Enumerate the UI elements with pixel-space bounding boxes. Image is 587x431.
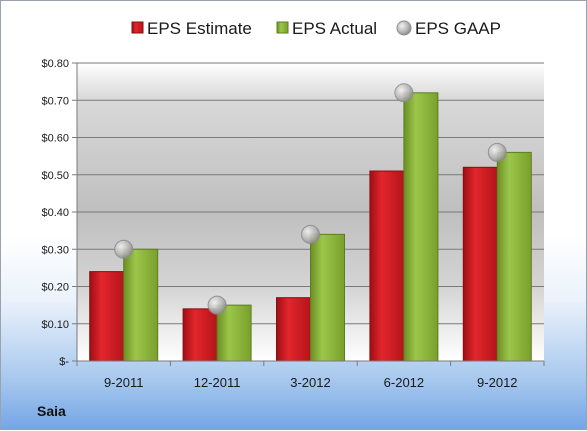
x-tick-label: 6-2012 — [384, 375, 424, 390]
y-tick-label: $0.50 — [41, 170, 69, 182]
marker-eps-gaap — [114, 239, 134, 259]
bars — [89, 92, 532, 362]
bar-eps-estimate — [89, 271, 125, 362]
y-tick-label: $0.70 — [41, 95, 69, 107]
y-tick-label: $0.10 — [41, 319, 69, 331]
x-tick-label: 9-2012 — [477, 375, 517, 390]
company-name: Saia — [37, 403, 66, 419]
y-tick-label: $0.80 — [41, 58, 69, 70]
legend-label-eps-gaap: EPS GAAP — [415, 19, 501, 38]
legend-label-eps-actual: EPS Actual — [292, 19, 377, 38]
y-tick-label: $0.20 — [41, 282, 69, 294]
gaap-markers — [114, 83, 507, 315]
y-tick-label: $- — [59, 356, 69, 368]
bar-eps-actual — [216, 304, 252, 362]
bar-eps-actual — [310, 233, 345, 362]
bar-eps-actual — [123, 248, 159, 362]
y-tick-label: $0.30 — [41, 244, 69, 256]
legend-swatch-eps-actual — [276, 21, 289, 34]
legend-swatch-eps-estimate — [131, 21, 144, 34]
axes: $- $0.10 $0.20 $0.30 $0.40 $0.50 $0.60 $0.70 $0.… — [41, 58, 545, 390]
x-tick-label: 12-2011 — [194, 375, 241, 390]
bar-eps-estimate — [182, 308, 218, 362]
legend-label-eps-estimate: EPS Estimate — [147, 19, 252, 38]
bar-eps-estimate — [462, 166, 498, 362]
y-tick-label: $0.60 — [41, 133, 69, 145]
marker-eps-gaap — [394, 83, 414, 103]
bar-eps-estimate — [276, 297, 311, 362]
legend: EPS Estimate EPS Actual EPS GAAP — [131, 19, 501, 38]
x-tick-label: 3-2012 — [290, 375, 330, 390]
marker-eps-gaap — [207, 295, 227, 315]
x-tick-label: 9-2011 — [104, 375, 144, 390]
bar-eps-estimate — [369, 170, 405, 362]
marker-eps-gaap — [301, 224, 320, 244]
legend-swatch-eps-gaap — [396, 20, 412, 36]
bar-eps-actual — [496, 151, 532, 362]
y-tick-label: $0.40 — [41, 207, 69, 219]
marker-eps-gaap — [487, 142, 507, 162]
bar-eps-actual — [403, 92, 439, 362]
